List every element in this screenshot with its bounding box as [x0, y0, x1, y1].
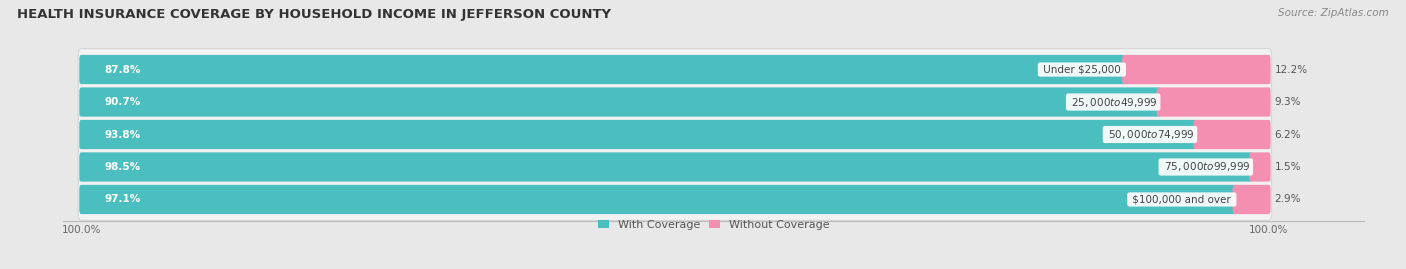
Text: Source: ZipAtlas.com: Source: ZipAtlas.com [1278, 8, 1389, 18]
Text: 2.9%: 2.9% [1275, 194, 1301, 204]
FancyBboxPatch shape [79, 146, 1272, 188]
FancyBboxPatch shape [1122, 55, 1271, 84]
Text: 9.3%: 9.3% [1275, 97, 1301, 107]
Text: $75,000 to $99,999: $75,000 to $99,999 [1160, 161, 1251, 174]
FancyBboxPatch shape [79, 114, 1272, 155]
Text: 87.8%: 87.8% [105, 65, 141, 75]
Text: 6.2%: 6.2% [1275, 129, 1301, 140]
Text: $100,000 and over: $100,000 and over [1129, 194, 1234, 204]
Text: $50,000 to $74,999: $50,000 to $74,999 [1105, 128, 1195, 141]
FancyBboxPatch shape [79, 185, 1236, 214]
Text: 98.5%: 98.5% [105, 162, 141, 172]
FancyBboxPatch shape [1157, 87, 1271, 117]
FancyBboxPatch shape [1249, 152, 1271, 182]
FancyBboxPatch shape [79, 152, 1253, 182]
FancyBboxPatch shape [79, 55, 1126, 84]
Text: HEALTH INSURANCE COVERAGE BY HOUSEHOLD INCOME IN JEFFERSON COUNTY: HEALTH INSURANCE COVERAGE BY HOUSEHOLD I… [17, 8, 612, 21]
Text: 12.2%: 12.2% [1275, 65, 1308, 75]
Text: 93.8%: 93.8% [105, 129, 141, 140]
Text: 1.5%: 1.5% [1275, 162, 1301, 172]
FancyBboxPatch shape [79, 81, 1272, 123]
FancyBboxPatch shape [79, 120, 1197, 149]
Text: 97.1%: 97.1% [105, 194, 141, 204]
FancyBboxPatch shape [79, 87, 1160, 117]
FancyBboxPatch shape [1194, 120, 1271, 149]
Text: Under $25,000: Under $25,000 [1040, 65, 1123, 75]
Text: 90.7%: 90.7% [105, 97, 141, 107]
FancyBboxPatch shape [1233, 185, 1271, 214]
Legend: With Coverage, Without Coverage: With Coverage, Without Coverage [593, 215, 834, 234]
FancyBboxPatch shape [79, 49, 1272, 90]
Text: $25,000 to $49,999: $25,000 to $49,999 [1069, 95, 1159, 108]
FancyBboxPatch shape [79, 179, 1272, 220]
